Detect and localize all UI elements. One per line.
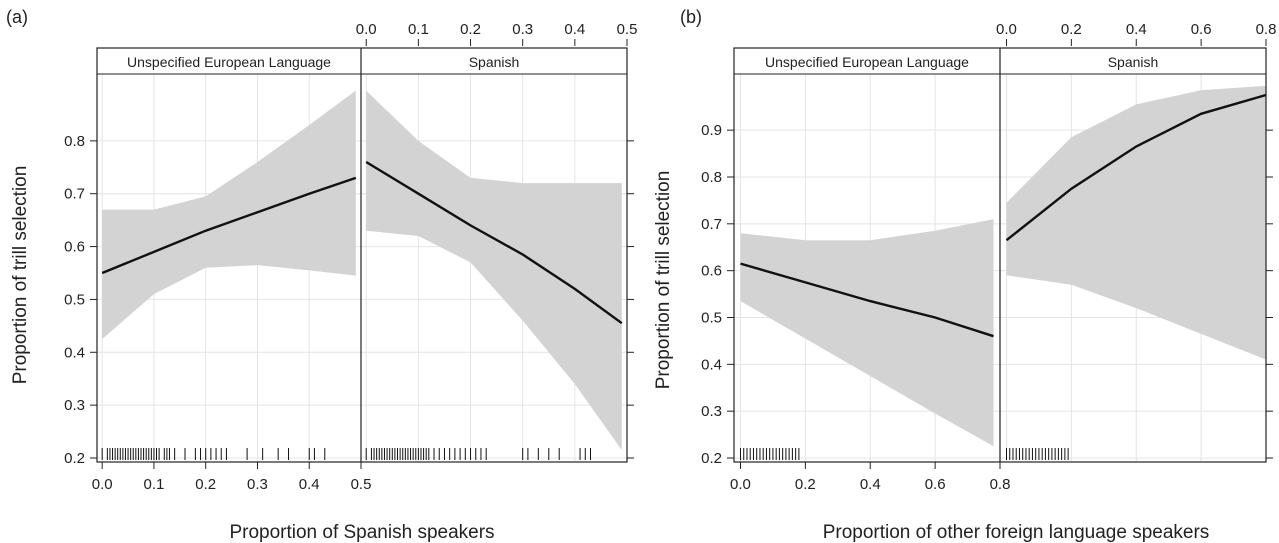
x-tick-label: 0.8 [990,476,1011,493]
panel-b-xlabel: Proportion of other foreign language spe… [823,522,1210,543]
y-tick-label: 0.5 [64,291,85,308]
strip-box [999,47,1267,75]
y-tick-label: 0.8 [701,169,722,186]
confidence-band [102,90,356,340]
plot-b: Unspecified European Language Spanish 0.2 0… [701,21,1276,493]
x-tick-label: 0.0 [730,476,751,493]
fit-line [740,262,994,338]
x-tick-label: 0.6 [925,476,946,493]
x-tick-label-top: 0.6 [1191,21,1212,38]
strip-label: Unspecified European Language [127,54,331,70]
x-tick-label: 0.1 [144,476,165,493]
strip-label: Unspecified European Language [765,54,969,70]
x-tick-label: 0.2 [795,476,816,493]
x-tick-label: 0.4 [860,476,881,493]
fit-line [101,176,357,275]
strip-box [360,47,628,75]
y-tick-label: 0.4 [64,344,85,361]
y-tick-label: 0.7 [701,216,722,233]
panel-a-ylabel: Proportion of trill selection [10,166,31,385]
panel-a-label: (a) [6,7,28,27]
x-tick-label-top: 0.3 [512,21,533,38]
x-tick-label-top: 0.4 [564,21,585,38]
x-tick-label: 0.5 [351,476,372,493]
strip-label: Spanish [1108,54,1159,70]
y-tick-label: 0.9 [701,122,722,139]
x-tick-label: 0.4 [299,476,320,493]
x-tick-label-top: 0.5 [617,21,638,38]
y-tick-label: 0.2 [64,450,85,467]
x-tick-label-top: 0.1 [408,21,429,38]
confidence-band [740,219,994,447]
x-tick-label: 0.0 [92,476,113,493]
x-tick-label: 0.2 [195,476,216,493]
x-tick-label-top: 0.0 [356,21,377,38]
y-tick-label: 0.3 [64,397,85,414]
panel-border [96,47,628,463]
x-tick-label-top: 0.4 [1126,21,1147,38]
y-tick-label: 0.5 [701,309,722,326]
y-tick-label: 0.8 [64,133,85,150]
x-tick-label-top: 0.2 [460,21,481,38]
y-tick-label: 0.6 [64,239,85,256]
panel-a-xlabel: Proportion of Spanish speakers [229,522,494,543]
fit-line [1005,93,1267,242]
y-tick-label: 0.4 [701,356,722,373]
x-tick-label-top: 0.8 [1256,21,1277,38]
x-tick-label-top: 0.0 [996,21,1017,38]
y-tick-label: 0.7 [64,186,85,203]
plot-a: Unspecified European Language Spanish 0.2 0… [64,21,637,493]
confidence-band [366,90,622,451]
y-tick-label: 0.6 [701,263,722,280]
y-tick-label: 0.2 [701,450,722,467]
y-tick-label: 0.3 [701,403,722,420]
panel-b-label: (b) [680,7,702,27]
fit-line [365,160,623,325]
confidence-band [1006,85,1266,360]
x-tick-label-top: 0.2 [1061,21,1082,38]
panel-b-ylabel: Proportion of trill selection [653,171,674,390]
x-tick-label: 0.3 [247,476,268,493]
strip-label: Spanish [469,54,520,70]
